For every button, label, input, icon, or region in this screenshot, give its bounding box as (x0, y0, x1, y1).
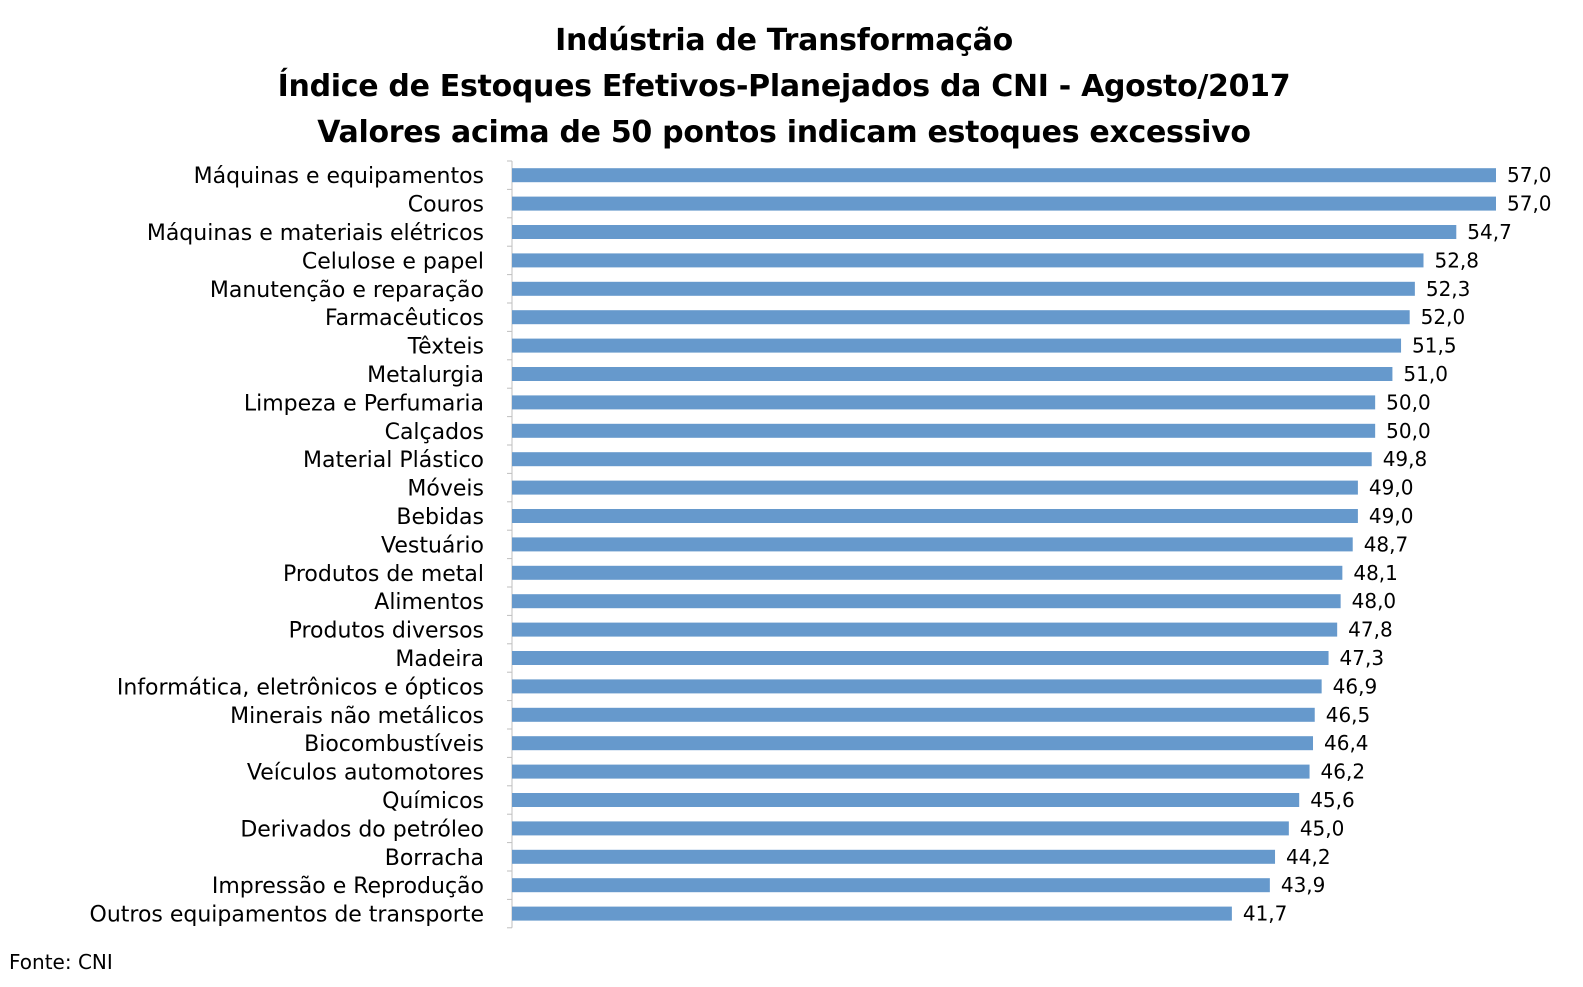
data-label: 46,9 (1333, 674, 1378, 698)
bar (512, 565, 1343, 580)
data-label: 48,7 (1364, 532, 1409, 556)
data-label: 57,0 (1507, 192, 1552, 216)
bar (512, 849, 1276, 864)
chart-subtitle-note: Valores acima de 50 pontos indicam estoq… (317, 115, 1251, 150)
bar (512, 367, 1393, 381)
bar (512, 878, 1270, 893)
bar (512, 509, 1358, 523)
bar (512, 821, 1289, 836)
data-label: 48,1 (1353, 561, 1398, 585)
category-label: Químicos (382, 789, 484, 814)
category-label: Biocombustíveis (304, 732, 484, 757)
bar (512, 395, 1376, 410)
chart-title-block: Indústria de Transformação Índice de Est… (0, 18, 1568, 156)
source-note: Fonte: CNI (9, 950, 113, 974)
bar (512, 452, 1372, 467)
category-label: Bebidas (396, 505, 484, 530)
bar (512, 594, 1341, 609)
category-label: Outros equipamentos de transporte (90, 903, 485, 928)
category-label: Borracha (385, 846, 484, 871)
data-label: 45,0 (1300, 816, 1345, 840)
category-label: Madeira (395, 647, 484, 672)
bar (512, 168, 1496, 183)
bar (512, 225, 1457, 239)
bar (512, 793, 1300, 807)
category-label: Celulose e papel (302, 249, 484, 274)
bar (512, 707, 1315, 722)
bar (512, 622, 1338, 637)
data-label: 41,7 (1243, 902, 1288, 926)
category-label: Farmacêuticos (325, 306, 484, 331)
category-label: Material Plástico (303, 448, 484, 473)
bar (512, 736, 1314, 751)
bar (512, 537, 1353, 552)
category-label: Derivados do petróleo (240, 817, 484, 842)
data-label: 47,3 (1340, 646, 1385, 670)
bar (512, 253, 1424, 268)
data-label: 46,2 (1321, 760, 1366, 784)
category-label: Máquinas e equipamentos (194, 164, 484, 189)
data-label: 46,5 (1326, 703, 1371, 727)
category-label: Limpeza e Perfumaria (244, 391, 484, 416)
data-label: 57,0 (1507, 163, 1552, 187)
category-label: Metalurgia (367, 363, 484, 388)
category-label: Móveis (407, 477, 484, 502)
bar (512, 764, 1310, 779)
data-label: 51,0 (1403, 362, 1448, 386)
data-label: 52,3 (1426, 277, 1471, 301)
bar (512, 679, 1322, 694)
data-label: 48,0 (1352, 589, 1397, 613)
data-label: 49,8 (1383, 447, 1428, 471)
category-label: Produtos de metal (283, 562, 484, 587)
category-label: Informática, eletrônicos e ópticos (117, 675, 484, 700)
category-label: Minerais não metálicos (230, 704, 484, 729)
category-label: Impressão e Reprodução (212, 874, 484, 899)
data-label: 50,0 (1386, 390, 1431, 414)
bar (512, 196, 1496, 211)
bar (512, 338, 1402, 353)
bar (512, 480, 1358, 495)
bar (512, 310, 1410, 325)
category-label: Calçados (385, 420, 484, 445)
category-label: Alimentos (374, 590, 484, 615)
category-label: Veículos automotores (247, 761, 484, 786)
data-label: 52,8 (1434, 248, 1479, 272)
data-label: 47,8 (1348, 618, 1393, 642)
chart-title: Indústria de Transformação (555, 23, 1013, 58)
category-label: Couros (408, 193, 484, 218)
data-label: 51,5 (1412, 334, 1457, 358)
category-label: Vestuário (381, 533, 484, 558)
data-label: 50,0 (1386, 419, 1431, 443)
category-label: Manutenção e reparação (210, 278, 484, 303)
category-label: Máquinas e materiais elétricos (147, 221, 484, 246)
data-label: 45,6 (1310, 788, 1355, 812)
bar (512, 281, 1415, 296)
category-label: Produtos diversos (289, 619, 484, 644)
bar (512, 651, 1329, 665)
data-label: 49,0 (1369, 476, 1414, 500)
bar (512, 423, 1376, 438)
chart-subtitle: Índice de Estoques Efetivos-Planejados d… (277, 69, 1291, 104)
bar (512, 906, 1232, 921)
data-label: 54,7 (1467, 220, 1512, 244)
data-label: 43,9 (1281, 873, 1326, 897)
category-label: Têxteis (407, 335, 484, 360)
data-label: 44,2 (1286, 845, 1331, 869)
data-label: 46,4 (1324, 731, 1369, 755)
data-label: 52,0 (1421, 305, 1466, 329)
data-label: 49,0 (1369, 504, 1414, 528)
